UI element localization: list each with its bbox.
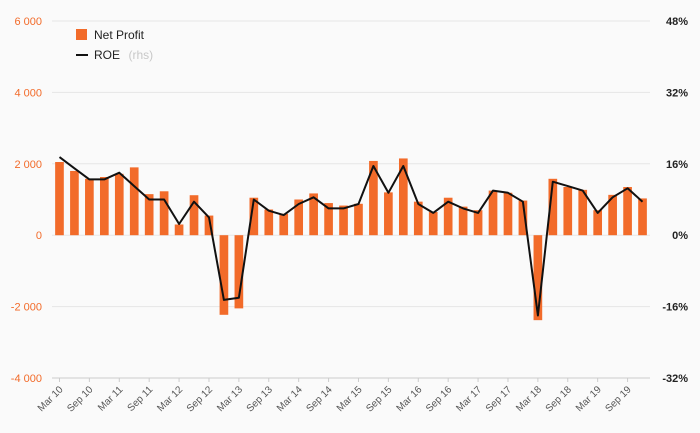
x-tick-label: Sep 18 [544,384,574,414]
legend: Net Profit ROE (rhs) [76,28,153,63]
x-tick-label: Sep 11 [126,384,156,414]
bar [144,194,154,236]
right-tick-label: 0% [672,230,688,242]
x-tick-label: Mar 17 [454,384,484,414]
bar [623,187,632,236]
right-tick-label: 48% [666,16,688,28]
bar [548,178,558,236]
right-axis-ticks: -32% -16% 0% 16% 32% 48% [662,16,688,385]
bar [384,192,393,236]
x-tick-label: Mar 19 [574,384,604,414]
x-tick-label: Mar 11 [96,384,126,414]
x-tick-label: Mar 13 [215,384,245,414]
bar [339,205,348,236]
bar [488,190,498,236]
bar [219,235,229,315]
x-tick-label: Mar 18 [514,384,544,414]
x-tick-label: Mar 15 [335,384,365,414]
bar [129,167,139,236]
x-tick-label: Sep 16 [424,384,454,414]
bar [638,198,647,236]
bar [279,213,289,236]
left-tick-label: -4 000 [11,373,42,385]
x-tick-label: Mar 10 [36,384,66,414]
bar [518,200,528,236]
bar [593,210,603,236]
bar [369,160,378,236]
legend-swatch-net-profit [76,29,87,40]
legend-label-roe-name: ROE [94,48,120,62]
left-tick-label: -2 000 [11,302,42,314]
x-tick-label: Sep 15 [364,384,394,414]
bar [264,209,274,236]
left-tick-label: 4 000 [14,87,42,99]
bar [204,215,214,236]
bar [533,235,543,321]
bar [114,173,124,236]
right-tick-label: -32% [662,373,688,385]
bar [324,203,333,236]
bar [309,193,318,236]
bar [55,162,64,236]
x-tick-label: Mar 14 [275,384,305,414]
bar [473,210,483,236]
bar [85,178,94,236]
x-tick-label: Sep 13 [245,384,275,414]
x-tick-label: Mar 16 [395,384,425,414]
bar [458,206,468,236]
bar [608,194,617,236]
left-tick-label: 0 [36,230,42,242]
right-tick-label: 16% [666,159,688,171]
x-tick-label: Sep 10 [65,384,95,414]
bar [234,235,244,309]
bar [249,197,259,236]
bar [428,211,438,236]
x-tick-label: Sep 17 [484,384,514,414]
bar [578,189,588,236]
roe-line-layer [58,156,644,317]
bar [70,170,79,236]
x-axis-ticks: Mar 10 Sep 10 Mar 11 Sep 11 Mar 12 Sep 12 Mar … [36,378,634,415]
bar [443,197,453,236]
right-tick-label: 32% [666,87,688,99]
legend-label-roe: ROE (rhs) [94,46,153,63]
bar [398,158,408,236]
bar [99,177,109,236]
bar [503,192,513,236]
bar [174,224,184,236]
left-tick-label: 6 000 [14,16,42,28]
bar [294,199,304,236]
roe-line [58,156,644,317]
x-tick-label: Sep 14 [305,384,335,414]
bar [354,203,363,236]
bar [413,201,423,236]
legend-label-roe-note: (rhs) [128,48,153,62]
right-tick-label: -16% [662,302,688,314]
x-tick-label: Sep 12 [185,384,215,414]
bar [189,195,199,236]
legend-label-net-profit: Net Profit [94,28,145,42]
left-axis-ticks: -4 000 -2 000 0 2 000 4 000 6 000 [11,16,42,385]
gridlines [52,20,650,379]
x-tick-label: Sep 19 [604,384,634,414]
left-tick-label: 2 000 [14,159,42,171]
x-tick-label: Mar 12 [155,384,185,414]
bar [563,187,573,236]
net-profit-bars [55,158,647,321]
bar [159,191,169,236]
